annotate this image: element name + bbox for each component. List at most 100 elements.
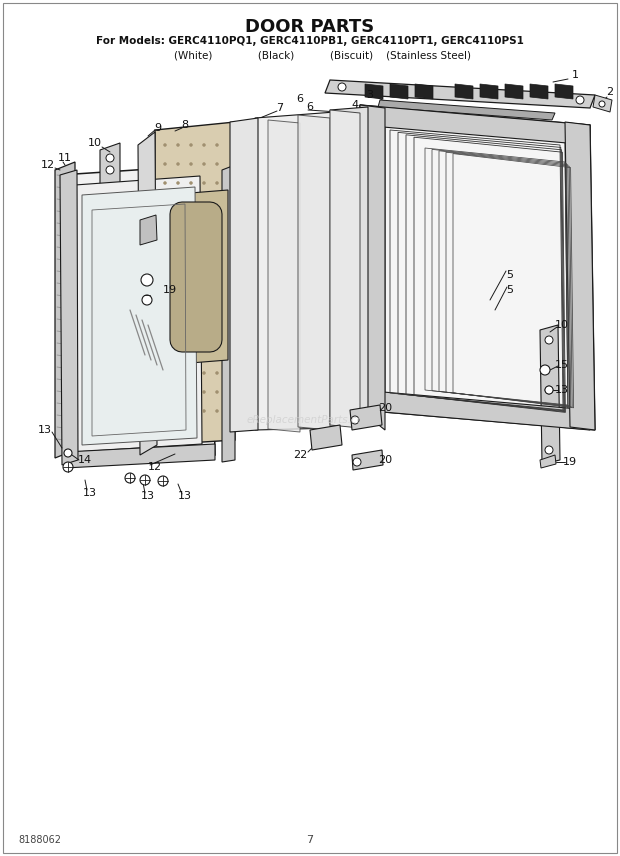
Circle shape xyxy=(164,390,167,394)
Text: 13: 13 xyxy=(83,488,97,498)
Circle shape xyxy=(190,144,192,146)
Circle shape xyxy=(140,475,150,485)
Circle shape xyxy=(177,334,180,336)
Polygon shape xyxy=(360,105,595,430)
Polygon shape xyxy=(360,105,385,430)
Circle shape xyxy=(203,390,205,394)
Polygon shape xyxy=(565,122,595,430)
Circle shape xyxy=(203,239,205,241)
Circle shape xyxy=(203,314,205,318)
Polygon shape xyxy=(155,122,235,445)
Circle shape xyxy=(177,200,180,204)
Polygon shape xyxy=(540,325,560,464)
Circle shape xyxy=(106,346,114,354)
Circle shape xyxy=(216,181,218,185)
Circle shape xyxy=(190,219,192,223)
Text: 20: 20 xyxy=(378,455,392,465)
Polygon shape xyxy=(555,84,573,99)
Circle shape xyxy=(216,200,218,204)
Circle shape xyxy=(164,409,167,413)
Polygon shape xyxy=(360,105,590,145)
Text: For Models: GERC4110PQ1, GERC4110PB1, GERC4110PT1, GERC4110PS1: For Models: GERC4110PQ1, GERC4110PB1, GE… xyxy=(96,36,524,46)
Circle shape xyxy=(216,409,218,413)
Circle shape xyxy=(106,166,114,174)
Circle shape xyxy=(540,365,550,375)
Circle shape xyxy=(141,274,153,286)
Circle shape xyxy=(164,334,167,336)
Circle shape xyxy=(106,336,114,344)
Polygon shape xyxy=(593,95,612,112)
Polygon shape xyxy=(75,176,202,452)
Circle shape xyxy=(216,239,218,241)
Circle shape xyxy=(203,163,205,165)
Text: 19: 19 xyxy=(163,285,177,295)
Polygon shape xyxy=(325,80,595,108)
Circle shape xyxy=(164,181,167,185)
Circle shape xyxy=(216,295,218,299)
Circle shape xyxy=(203,181,205,185)
Circle shape xyxy=(63,462,73,472)
Text: 3: 3 xyxy=(366,90,373,100)
Polygon shape xyxy=(165,190,228,365)
Circle shape xyxy=(190,163,192,165)
Circle shape xyxy=(177,353,180,355)
Circle shape xyxy=(203,372,205,375)
Circle shape xyxy=(164,219,167,223)
Text: 15: 15 xyxy=(555,360,569,370)
Text: 6: 6 xyxy=(306,102,314,112)
Polygon shape xyxy=(65,444,215,468)
Circle shape xyxy=(351,416,359,424)
Polygon shape xyxy=(82,187,197,445)
Text: 1: 1 xyxy=(572,70,578,80)
Text: 5: 5 xyxy=(507,270,513,280)
Circle shape xyxy=(216,219,218,223)
Text: 5: 5 xyxy=(507,285,513,295)
Polygon shape xyxy=(350,405,382,430)
Polygon shape xyxy=(60,170,78,465)
Polygon shape xyxy=(385,125,568,415)
Polygon shape xyxy=(390,84,408,99)
Text: 13: 13 xyxy=(178,491,192,501)
Polygon shape xyxy=(365,84,383,99)
Circle shape xyxy=(216,314,218,318)
Circle shape xyxy=(203,200,205,204)
Circle shape xyxy=(203,295,205,299)
Circle shape xyxy=(216,372,218,375)
Polygon shape xyxy=(480,84,498,99)
Text: 13: 13 xyxy=(141,491,155,501)
Circle shape xyxy=(203,144,205,146)
Polygon shape xyxy=(310,425,342,450)
Circle shape xyxy=(177,372,180,375)
Polygon shape xyxy=(268,120,300,432)
Polygon shape xyxy=(222,165,235,462)
Circle shape xyxy=(203,276,205,280)
Circle shape xyxy=(190,409,192,413)
Text: 20: 20 xyxy=(378,403,392,413)
Polygon shape xyxy=(540,455,556,468)
Circle shape xyxy=(216,353,218,355)
Text: 8188062: 8188062 xyxy=(18,835,61,845)
Circle shape xyxy=(216,390,218,394)
Text: 7: 7 xyxy=(277,103,283,113)
Text: (White)              (Black)           (Biscuit)    (Stainless Steel): (White) (Black) (Biscuit) (Stainless Ste… xyxy=(149,50,471,60)
Text: 13: 13 xyxy=(38,425,52,435)
Polygon shape xyxy=(378,100,555,120)
Circle shape xyxy=(177,258,180,260)
Circle shape xyxy=(158,476,168,486)
Text: 22: 22 xyxy=(293,450,307,460)
Circle shape xyxy=(216,334,218,336)
Circle shape xyxy=(164,163,167,165)
Text: 8: 8 xyxy=(182,120,188,130)
Circle shape xyxy=(216,276,218,280)
Circle shape xyxy=(190,390,192,394)
Polygon shape xyxy=(55,162,75,458)
Polygon shape xyxy=(100,143,120,360)
Text: 7: 7 xyxy=(306,835,314,845)
Circle shape xyxy=(545,386,553,394)
Circle shape xyxy=(177,144,180,146)
Circle shape xyxy=(190,181,192,185)
Text: 2: 2 xyxy=(606,87,614,97)
Circle shape xyxy=(190,295,192,299)
Circle shape xyxy=(164,258,167,260)
Text: 9: 9 xyxy=(154,123,162,133)
